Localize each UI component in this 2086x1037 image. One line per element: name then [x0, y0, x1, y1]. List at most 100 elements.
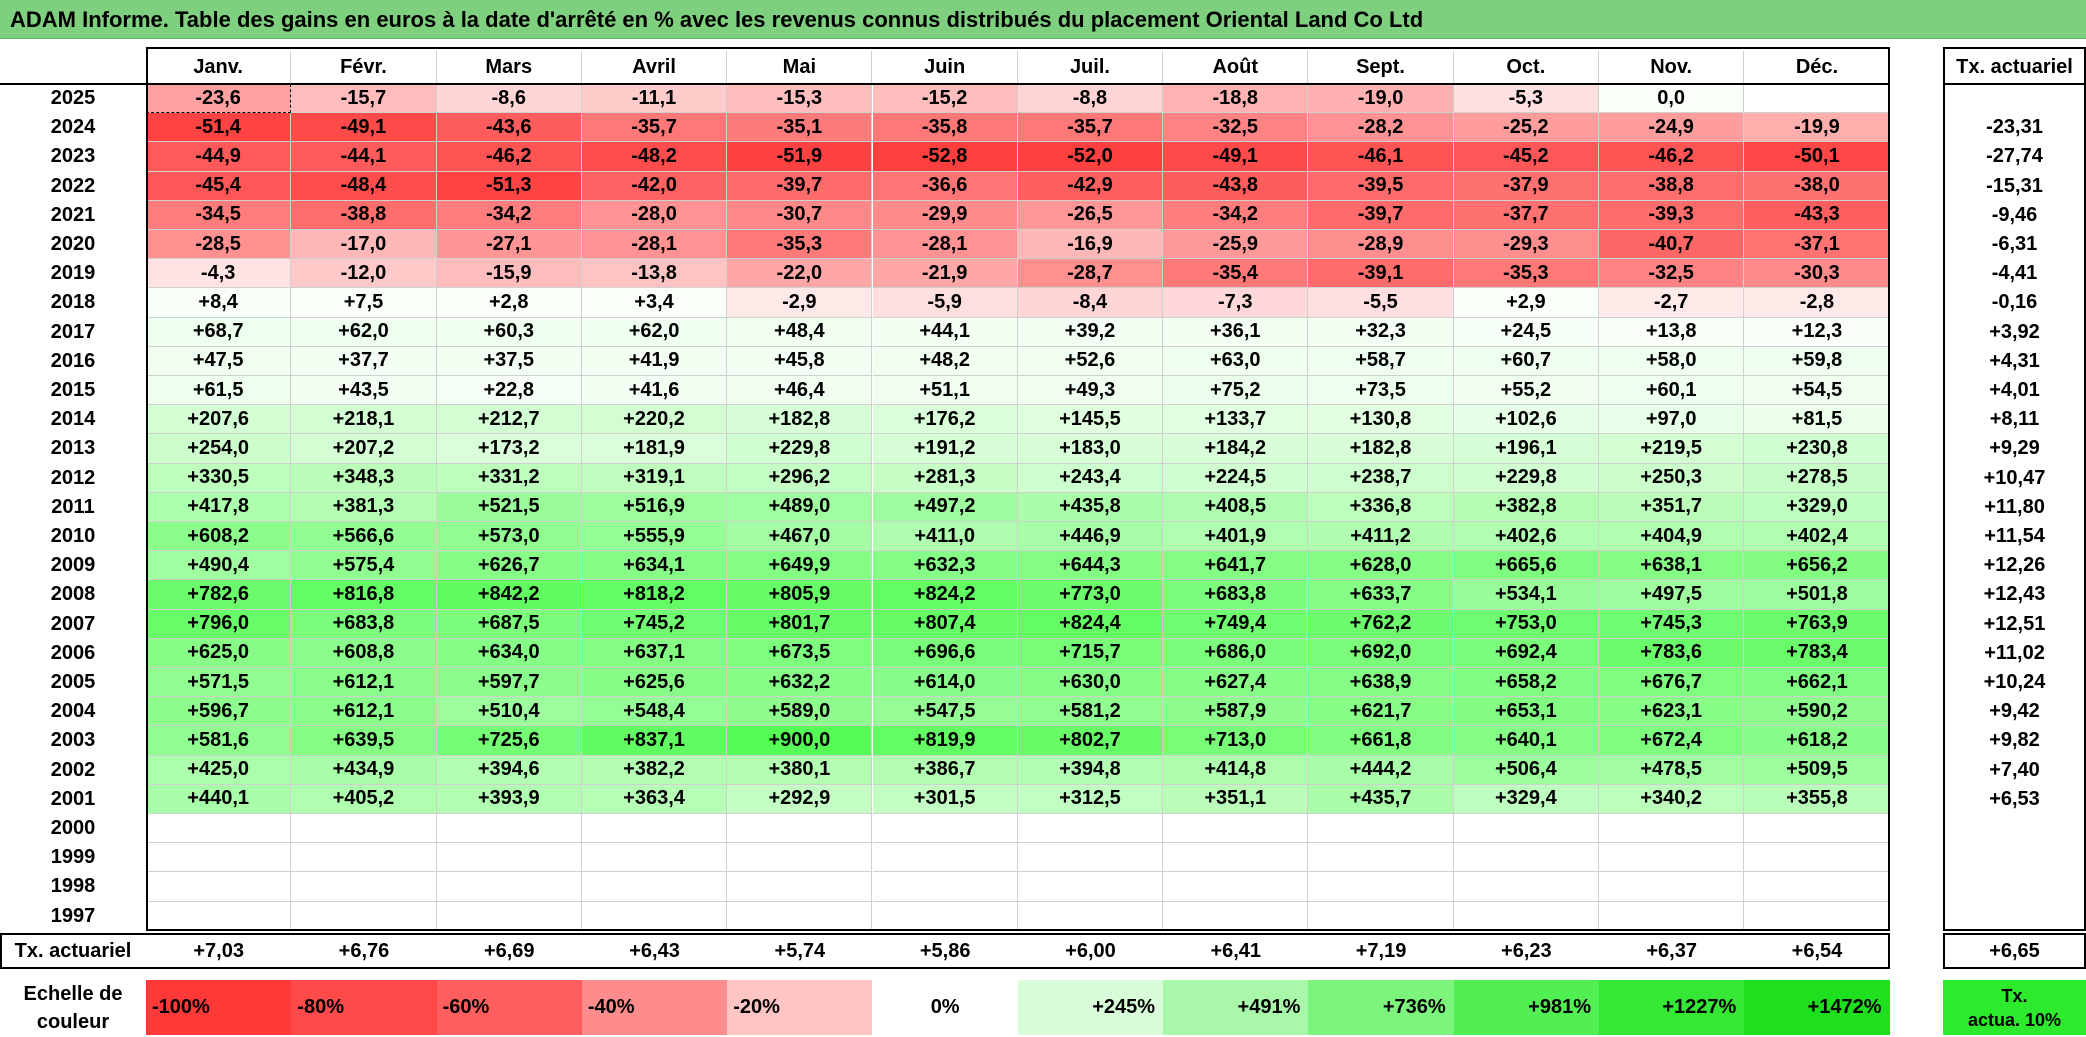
- gain-cell[interactable]: [436, 814, 582, 844]
- gain-cell[interactable]: +12,3: [1744, 317, 1890, 347]
- gain-cell[interactable]: +184,2: [1163, 434, 1309, 464]
- gain-cell[interactable]: +402,4: [1744, 522, 1890, 552]
- gain-cell[interactable]: +658,2: [1453, 668, 1599, 698]
- gain-cell[interactable]: [727, 901, 873, 931]
- gain-cell[interactable]: +589,0: [727, 697, 873, 727]
- gain-cell[interactable]: +819,9: [872, 726, 1018, 756]
- gain-cell[interactable]: +692,0: [1308, 638, 1454, 668]
- gain-cell[interactable]: [1017, 901, 1164, 931]
- gain-cell[interactable]: -13,8: [581, 259, 728, 289]
- gain-cell[interactable]: +597,7: [436, 668, 582, 698]
- gain-cell[interactable]: +414,8: [1163, 755, 1309, 785]
- gain-cell[interactable]: +571,5: [146, 668, 292, 698]
- gain-cell[interactable]: +634,0: [436, 638, 582, 668]
- gain-cell[interactable]: [1453, 872, 1599, 902]
- gain-cell[interactable]: +467,0: [727, 522, 873, 552]
- gain-cell[interactable]: +55,2: [1453, 376, 1599, 406]
- gain-cell[interactable]: -22,0: [727, 259, 873, 289]
- gain-cell[interactable]: +330,5: [146, 463, 292, 493]
- gain-cell[interactable]: -15,9: [436, 259, 582, 289]
- gain-cell[interactable]: +411,2: [1308, 522, 1454, 552]
- gain-cell[interactable]: [1599, 872, 1745, 902]
- gain-cell[interactable]: -32,5: [1163, 113, 1309, 143]
- gain-cell[interactable]: +818,2: [581, 580, 728, 610]
- gain-cell[interactable]: -23,6: [146, 84, 292, 114]
- gain-cell[interactable]: +621,7: [1308, 697, 1454, 727]
- gain-cell[interactable]: -42,9: [1017, 171, 1164, 201]
- gain-cell[interactable]: +37,5: [436, 346, 582, 376]
- gain-cell[interactable]: -2,8: [1744, 288, 1890, 318]
- gain-cell[interactable]: +497,5: [1599, 580, 1745, 610]
- gain-cell[interactable]: +51,1: [872, 376, 1018, 406]
- gain-cell[interactable]: +75,2: [1163, 376, 1309, 406]
- gain-cell[interactable]: +218,1: [291, 405, 437, 435]
- gain-cell[interactable]: -11,1: [581, 84, 728, 114]
- gain-cell[interactable]: -5,3: [1453, 84, 1599, 114]
- gain-cell[interactable]: +393,9: [436, 784, 582, 814]
- gain-cell[interactable]: +351,1: [1163, 784, 1309, 814]
- gain-cell[interactable]: +753,0: [1453, 609, 1599, 639]
- gain-cell[interactable]: -45,4: [146, 171, 292, 201]
- gain-cell[interactable]: +627,4: [1163, 668, 1309, 698]
- gain-cell[interactable]: -38,0: [1744, 171, 1890, 201]
- gain-cell[interactable]: +382,8: [1453, 492, 1599, 522]
- gain-cell[interactable]: -18,8: [1163, 84, 1309, 114]
- gain-cell[interactable]: -30,7: [727, 200, 873, 230]
- gain-cell[interactable]: +331,2: [436, 463, 582, 493]
- gain-cell[interactable]: +62,0: [581, 317, 728, 347]
- gain-cell[interactable]: +596,7: [146, 697, 292, 727]
- gain-cell[interactable]: +58,0: [1599, 346, 1745, 376]
- gain-cell[interactable]: [727, 872, 873, 902]
- gain-cell[interactable]: +196,1: [1453, 434, 1599, 464]
- gain-cell[interactable]: +673,5: [727, 638, 873, 668]
- gain-cell[interactable]: +824,4: [1017, 609, 1164, 639]
- gain-cell[interactable]: -43,3: [1744, 200, 1890, 230]
- gain-cell[interactable]: [146, 872, 292, 902]
- gain-cell[interactable]: +39,2: [1017, 317, 1164, 347]
- gain-cell[interactable]: +683,8: [291, 609, 437, 639]
- gain-cell[interactable]: +725,6: [436, 726, 582, 756]
- gain-cell[interactable]: [727, 843, 873, 873]
- gain-cell[interactable]: +816,8: [291, 580, 437, 610]
- gain-cell[interactable]: -43,6: [436, 113, 582, 143]
- gain-cell[interactable]: -21,9: [872, 259, 1018, 289]
- gain-cell[interactable]: -25,2: [1453, 113, 1599, 143]
- gain-cell[interactable]: +47,5: [146, 346, 292, 376]
- gain-cell[interactable]: -25,9: [1163, 230, 1309, 260]
- gain-cell[interactable]: [1744, 872, 1890, 902]
- gain-cell[interactable]: [872, 814, 1018, 844]
- gain-cell[interactable]: +497,2: [872, 492, 1018, 522]
- gain-cell[interactable]: +48,2: [872, 346, 1018, 376]
- gain-cell[interactable]: +478,5: [1599, 755, 1745, 785]
- gain-cell[interactable]: +2,8: [436, 288, 582, 318]
- gain-cell[interactable]: +644,3: [1017, 551, 1164, 581]
- gain-cell[interactable]: +281,3: [872, 463, 1018, 493]
- gain-cell[interactable]: -34,2: [1163, 200, 1309, 230]
- gain-cell[interactable]: -44,1: [291, 142, 437, 172]
- gain-cell[interactable]: -37,9: [1453, 171, 1599, 201]
- gain-cell[interactable]: -19,9: [1744, 113, 1890, 143]
- gain-cell[interactable]: +229,8: [727, 434, 873, 464]
- gain-cell[interactable]: [1453, 901, 1599, 931]
- gain-cell[interactable]: +510,4: [436, 697, 582, 727]
- gain-cell[interactable]: +608,2: [146, 522, 292, 552]
- gain-cell[interactable]: [436, 872, 582, 902]
- gain-cell[interactable]: -35,8: [872, 113, 1018, 143]
- gain-cell[interactable]: +763,9: [1744, 609, 1890, 639]
- gain-cell[interactable]: +686,0: [1163, 638, 1309, 668]
- gain-cell[interactable]: +796,0: [146, 609, 292, 639]
- gain-cell[interactable]: +48,4: [727, 317, 873, 347]
- gain-cell[interactable]: [1163, 901, 1309, 931]
- gain-cell[interactable]: +632,3: [872, 551, 1018, 581]
- gain-cell[interactable]: +60,1: [1599, 376, 1745, 406]
- gain-cell[interactable]: [146, 843, 292, 873]
- gain-cell[interactable]: -35,4: [1163, 259, 1309, 289]
- gain-cell[interactable]: +363,4: [581, 784, 728, 814]
- gain-cell[interactable]: +408,5: [1163, 492, 1309, 522]
- gain-cell[interactable]: +319,1: [581, 463, 728, 493]
- gain-cell[interactable]: +44,1: [872, 317, 1018, 347]
- gain-cell[interactable]: -8,4: [1017, 288, 1164, 318]
- gain-cell[interactable]: [872, 843, 1018, 873]
- gain-cell[interactable]: +634,1: [581, 551, 728, 581]
- gain-cell[interactable]: +489,0: [727, 492, 873, 522]
